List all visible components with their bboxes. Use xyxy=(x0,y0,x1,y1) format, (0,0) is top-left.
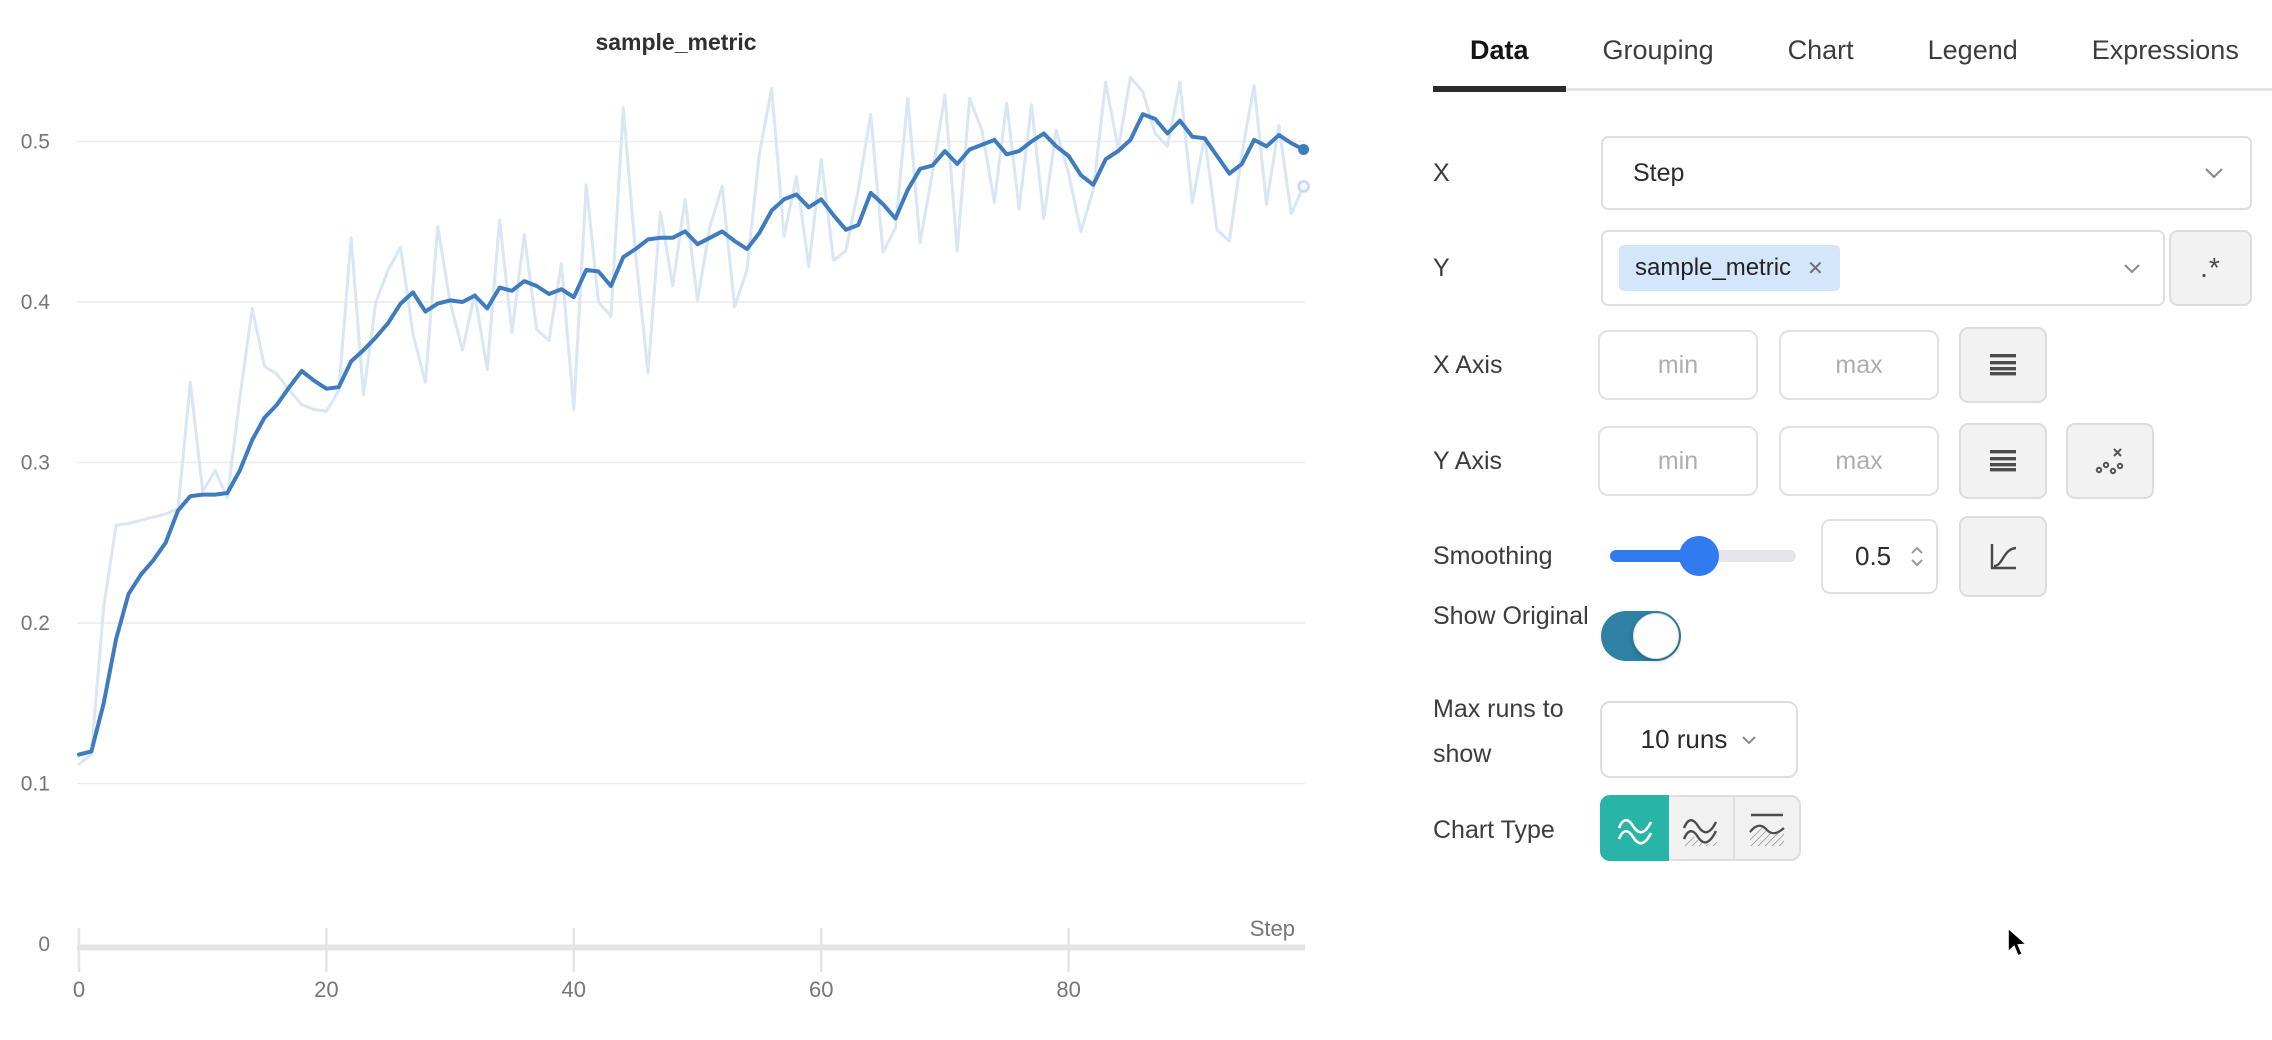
svg-text:0.5: 0.5 xyxy=(21,131,50,154)
max-runs-dropdown[interactable]: 10 runs xyxy=(1600,701,1798,778)
svg-text:0: 0 xyxy=(73,977,85,1002)
smoothing-slider-knob[interactable] xyxy=(1679,536,1719,576)
max-runs-value: 10 runs xyxy=(1640,724,1728,754)
tab-grouping-label: Grouping xyxy=(1602,35,1714,65)
x-axis-min-input[interactable] xyxy=(1598,330,1758,400)
show-original-label: Show Original xyxy=(1433,602,1589,630)
max-runs-label: Max runs to show xyxy=(1433,695,1564,768)
tab-data[interactable]: Data xyxy=(1433,35,1566,92)
x-axis-label: X Axis xyxy=(1433,351,1503,379)
y-axis-log-scale-button[interactable] xyxy=(1959,423,2047,499)
x-select[interactable]: Step xyxy=(1601,136,2252,210)
chart-type-label: Chart Type xyxy=(1433,816,1555,844)
stepper-down-icon[interactable] xyxy=(1910,559,1924,567)
svg-text:80: 80 xyxy=(1056,977,1080,1002)
chevron-down-icon xyxy=(2123,263,2141,274)
smoothing-value: 0.5 xyxy=(1855,541,1892,571)
chart-type-segmented-control xyxy=(1600,795,1801,861)
regex-toggle-label: .* xyxy=(2200,252,2221,283)
regex-toggle-button[interactable]: .* xyxy=(2169,230,2252,306)
x-field-label: X xyxy=(1433,159,1450,187)
tab-expressions-label: Expressions xyxy=(2091,35,2239,65)
svg-text:40: 40 xyxy=(562,977,586,1002)
toggle-knob xyxy=(1633,613,1679,659)
svg-text:0.1: 0.1 xyxy=(21,773,50,796)
metric-tag-label: sample_metric xyxy=(1635,254,1792,281)
chart-type-minmax-button[interactable] xyxy=(1735,795,1801,861)
chart-type-line-button[interactable] xyxy=(1600,795,1669,861)
tab-legend[interactable]: Legend xyxy=(1891,35,2055,88)
ignore-outliers-icon xyxy=(2095,448,2124,475)
smoothing-slider-fill xyxy=(1610,550,1699,562)
x-axis-max-input[interactable] xyxy=(1779,330,1939,400)
svg-text:sample_metric: sample_metric xyxy=(595,29,756,55)
mouse-cursor xyxy=(2007,927,2029,958)
area-plot-icon xyxy=(1682,819,1718,846)
x-axis-log-scale-button[interactable] xyxy=(1959,327,2047,403)
stepper-arrows[interactable] xyxy=(1910,546,1924,567)
minmax-plot-icon xyxy=(1749,813,1785,846)
chart-type-area-button[interactable] xyxy=(1669,795,1735,861)
svg-text:60: 60 xyxy=(809,977,833,1002)
svg-text:Step: Step xyxy=(1250,916,1295,941)
tab-legend-label: Legend xyxy=(1927,35,2018,65)
x-select-value: Step xyxy=(1633,158,1685,187)
chevron-down-icon xyxy=(1741,735,1757,745)
svg-text:0.2: 0.2 xyxy=(21,612,50,635)
remove-metric-icon[interactable]: ✕ xyxy=(1807,257,1824,280)
svg-text:0: 0 xyxy=(38,933,50,956)
stepper-up-icon[interactable] xyxy=(1910,546,1924,554)
log-scale-icon xyxy=(1990,353,2016,375)
smoothing-label: Smoothing xyxy=(1433,542,1553,570)
tab-chart-label: Chart xyxy=(1787,35,1854,65)
log-scale-icon xyxy=(1990,449,2016,471)
smoothing-slider[interactable] xyxy=(1610,536,1796,576)
line-chart[interactable]: 0 20 40 60 80 0 0.1 0.2 0.3 0.4 0.5 Step sample_metr… xyxy=(0,0,1340,1040)
svg-text:0.3: 0.3 xyxy=(21,452,50,475)
show-original-toggle[interactable] xyxy=(1601,611,1681,661)
tab-grouping[interactable]: Grouping xyxy=(1566,35,1751,88)
line-plot-icon xyxy=(1617,818,1652,845)
y-field-label: Y xyxy=(1433,254,1450,282)
metric-tag-pill: sample_metric ✕ xyxy=(1619,245,1840,291)
running-average-icon xyxy=(1990,543,2017,569)
svg-text:20: 20 xyxy=(314,977,338,1002)
ignore-outliers-button[interactable] xyxy=(2066,423,2154,499)
y-axis-max-input[interactable] xyxy=(1779,426,1939,496)
y-axis-min-input[interactable] xyxy=(1598,426,1758,496)
chevron-down-icon xyxy=(2204,167,2224,179)
running-average-button[interactable] xyxy=(1959,516,2047,597)
tab-chart[interactable]: Chart xyxy=(1751,35,1891,88)
tab-bar: Data Grouping Chart Legend Expressions xyxy=(1433,18,2272,92)
smoothing-value-input[interactable]: 0.5 xyxy=(1821,519,1938,594)
svg-text:0.4: 0.4 xyxy=(21,291,51,314)
tab-data-label: Data xyxy=(1470,35,1529,65)
y-select[interactable]: sample_metric ✕ xyxy=(1601,230,2165,306)
y-axis-label: Y Axis xyxy=(1433,447,1503,475)
tab-expressions[interactable]: Expressions xyxy=(2055,35,2272,88)
